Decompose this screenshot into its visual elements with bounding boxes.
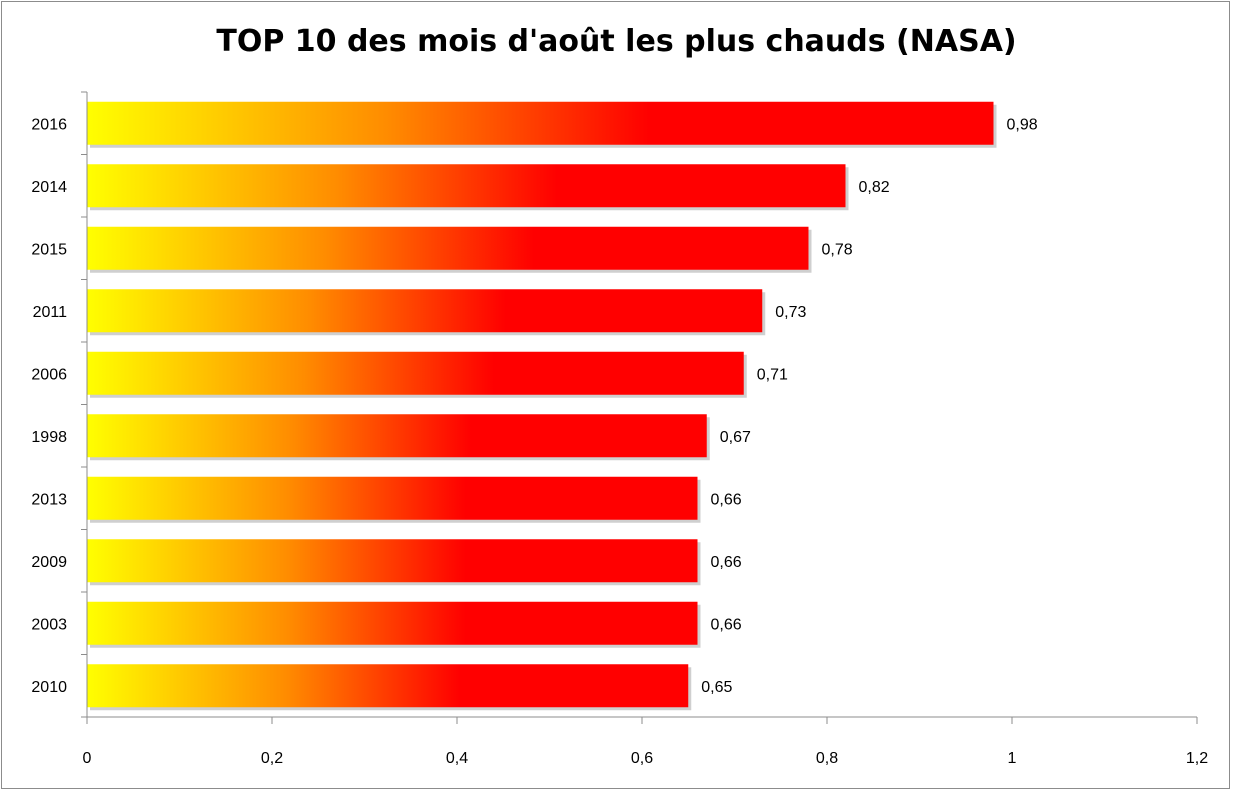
x-tick-label: 0,4 bbox=[446, 750, 468, 767]
category-label-2010: 2010 bbox=[31, 679, 67, 696]
category-label-2009: 2009 bbox=[31, 554, 67, 571]
bar-2015 bbox=[87, 226, 809, 270]
category-label-2011: 2011 bbox=[33, 304, 68, 321]
bars-group bbox=[87, 101, 997, 711]
category-label-2006: 2006 bbox=[31, 366, 67, 383]
bar-2003 bbox=[87, 601, 698, 645]
data-label-1998: 0,67 bbox=[720, 429, 751, 446]
data-label-2010: 0,65 bbox=[701, 679, 732, 696]
category-label-1998: 1998 bbox=[31, 429, 67, 446]
category-label-2016: 2016 bbox=[31, 116, 67, 133]
category-label-2003: 2003 bbox=[31, 616, 67, 633]
data-label-2015: 0,78 bbox=[822, 241, 853, 258]
category-label-2013: 2013 bbox=[31, 491, 67, 508]
bar-2016 bbox=[87, 101, 994, 145]
x-tick-label: 0,2 bbox=[261, 750, 283, 767]
axes-group bbox=[81, 91, 1198, 724]
data-label-2011: 0,73 bbox=[775, 304, 806, 321]
data-label-2013: 0,66 bbox=[711, 491, 742, 508]
bar-1998 bbox=[87, 414, 707, 458]
data-label-2009: 0,66 bbox=[711, 554, 742, 571]
x-tick-label: 0,8 bbox=[816, 750, 838, 767]
x-tick-label: 0 bbox=[83, 750, 92, 767]
x-tick-label: 1,2 bbox=[1186, 750, 1208, 767]
category-label-2014: 2014 bbox=[31, 179, 67, 196]
data-label-2014: 0,82 bbox=[859, 179, 890, 196]
bar-2011 bbox=[87, 289, 763, 333]
x-tick-label: 0,6 bbox=[631, 750, 653, 767]
data-label-2006: 0,71 bbox=[757, 366, 788, 383]
bar-2006 bbox=[87, 351, 744, 395]
bar-2010 bbox=[87, 664, 689, 708]
labels-group: 0,98 2016 0,82 2014 0,78 2015 0,73 2011 0,71 2006… bbox=[31, 116, 1208, 767]
data-label-2016: 0,98 bbox=[1007, 116, 1038, 133]
x-tick-label: 1 bbox=[1008, 750, 1017, 767]
bar-2013 bbox=[87, 476, 698, 520]
data-label-2003: 0,66 bbox=[711, 616, 742, 633]
bar-2014 bbox=[87, 164, 846, 208]
category-label-2015: 2015 bbox=[31, 241, 67, 258]
chart-title: TOP 10 des mois d'août les plus chauds (… bbox=[216, 24, 1017, 59]
bar-2009 bbox=[87, 539, 698, 583]
